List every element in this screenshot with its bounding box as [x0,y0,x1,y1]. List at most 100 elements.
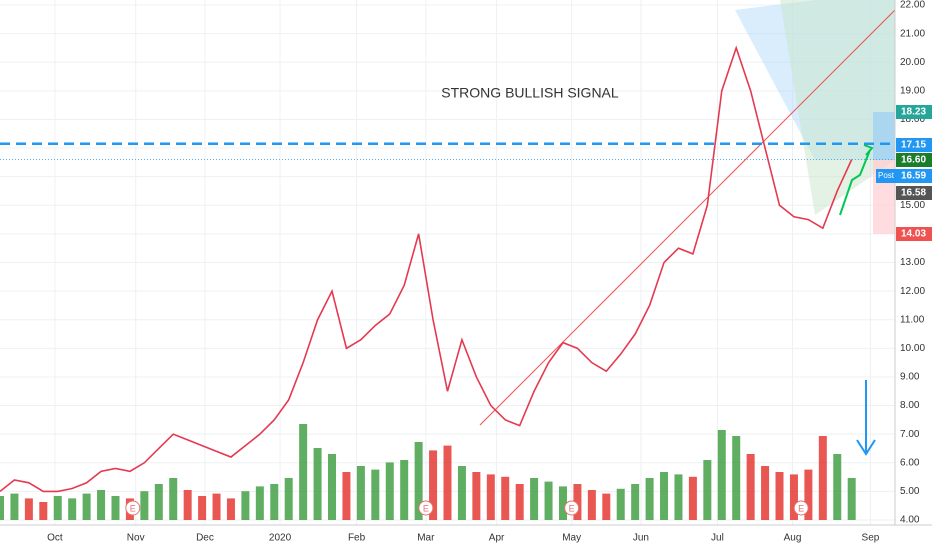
volume-bar [761,466,770,520]
x-tick-label: Nov [127,533,145,544]
volume-bar [270,484,279,520]
x-tick-label: Oct [47,533,63,544]
earnings-label: E [423,503,429,513]
volume-bar [429,450,438,520]
volume-bar [299,424,308,520]
volume-bar [703,460,712,520]
volume-bar [371,469,380,520]
x-tick-label: Jun [633,533,649,544]
price-tag-label: 16.58 [901,188,926,199]
volume-bar [732,436,741,520]
x-tick-label: Feb [348,533,366,544]
volume-bar [140,491,149,520]
volume-bar [847,478,856,520]
x-tick-label: Jul [711,533,724,544]
y-tick-label: 18.00 [900,114,925,125]
volume-bar [111,496,120,520]
y-tick-label: 8.00 [900,400,920,411]
volume-bar [573,484,582,520]
price-tag-label: 17.15 [901,140,926,151]
price-tag [896,227,932,241]
price-line [0,45,853,493]
volume-bar [169,478,178,520]
target-zone [873,112,895,160]
volume-bar [587,490,596,520]
volume-bar [24,498,33,520]
price-tag-label: 14.03 [901,229,926,240]
volume-bar [356,466,365,520]
volume-bar [515,484,524,520]
x-tick-label: Dec [196,533,214,544]
volume-bar [789,474,798,520]
y-tick-label: 6.00 [900,457,920,468]
volume-bar [443,445,452,520]
volume-bar [775,472,784,520]
price-tag-label: 18.23 [901,107,926,118]
volume-bar [198,496,207,520]
volume-bar [616,488,625,520]
volume-bar [328,454,337,520]
annotation: STRONG BULLISH SIGNAL [441,85,619,101]
y-tick-label: 10.00 [900,343,925,354]
volume-bar [284,478,293,520]
volume-bar [688,476,697,520]
volume-bar [530,478,539,520]
volume-bar [241,491,250,520]
volume-bar [154,484,163,520]
volume-bar [544,481,553,520]
volume-bar [804,469,813,520]
x-tick-label: Apr [489,533,505,544]
volume-bar [68,498,77,520]
volume-bar [385,462,394,520]
volume-bar [342,472,351,520]
volume-bar [53,496,62,520]
y-tick-label: 11.00 [900,314,925,325]
y-tick-label: 12.00 [900,286,925,297]
blue-arrow [856,380,876,456]
price-tag [896,169,932,183]
volume-bar [414,442,423,520]
earnings-marker [418,500,434,516]
price-tag [896,105,932,119]
y-tick-label: 20.00 [900,57,925,68]
volume-bar [457,466,466,520]
volume-bar [833,454,842,520]
y-tick-label: 4.00 [900,515,920,526]
volume-bar [631,484,640,520]
green-arrow [839,149,871,216]
y-tick-label: 9.00 [900,372,920,383]
y-tick-label: 15.00 [900,200,925,211]
post-tag [876,169,896,183]
volume-bar [97,490,106,520]
trend-line [479,9,896,426]
y-tick-label: 21.00 [900,28,925,39]
volume-bar [660,472,669,520]
volume-bar [183,490,192,520]
y-tick-label: 13.00 [900,257,925,268]
volume-bar [486,474,495,520]
volume-bar [645,478,654,520]
price-tag [896,138,932,152]
earnings-marker [125,500,141,516]
volume-bar [818,436,827,520]
price-tag-label: 16.60 [901,155,926,166]
y-tick-label: 22.00 [900,0,925,11]
volume-bar [501,476,510,520]
x-tick-label: 2020 [269,533,292,544]
volume-bar [472,472,481,520]
post-tag-label: Post [878,171,895,180]
price-tag-label: 16.59 [901,171,926,182]
volume-bar [39,502,48,520]
volume-bar [717,430,726,520]
earnings-marker [793,500,809,516]
green-arrow-head [863,144,874,156]
volume-bar [255,486,264,520]
earnings-label: E [798,503,804,513]
price-tag [896,153,932,167]
y-tick-label: 7.00 [900,429,920,440]
volume-bar [0,496,4,520]
volume-bar [746,454,755,520]
grid [0,0,895,525]
